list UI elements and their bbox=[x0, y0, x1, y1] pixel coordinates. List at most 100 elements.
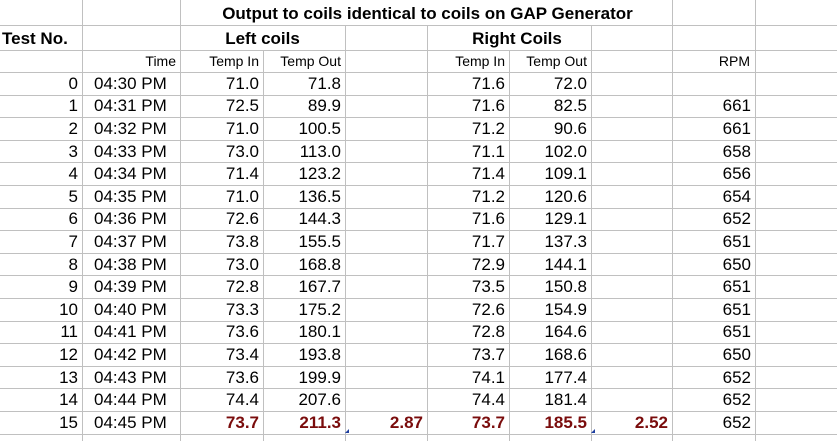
gridline-horizontal bbox=[0, 50, 837, 51]
cell-left-temp-in: 71.0 bbox=[225, 118, 259, 138]
cell-time: 04:42 PM bbox=[94, 344, 167, 364]
cell-right-diff bbox=[591, 275, 672, 298]
cell-right-diff bbox=[591, 72, 672, 95]
cell-test-no: 14 bbox=[59, 390, 78, 410]
cell-left-diff bbox=[345, 343, 427, 366]
gridline-vertical bbox=[755, 0, 756, 441]
cell-time: 04:43 PM bbox=[94, 367, 167, 387]
cell-right-temp-in: 73.7 bbox=[471, 412, 505, 432]
gridline-horizontal bbox=[0, 411, 837, 412]
sheet-title: Output to coils identical to coils on GA… bbox=[222, 3, 633, 23]
cell-right-diff bbox=[591, 208, 672, 231]
cell-left-temp-in: 73.0 bbox=[225, 254, 259, 274]
cell-right-diff bbox=[591, 140, 672, 163]
cell-left-temp-out: 207.6 bbox=[298, 390, 341, 410]
cell-right-temp-in: 72.6 bbox=[471, 299, 505, 319]
cell-left-diff bbox=[345, 275, 427, 298]
gridline-horizontal bbox=[0, 95, 837, 96]
cell-right-temp-out: 102.0 bbox=[544, 141, 587, 161]
cell-left-diff bbox=[345, 72, 427, 95]
cell-left-temp-in: 73.7 bbox=[225, 412, 259, 432]
gridline-horizontal bbox=[0, 72, 837, 73]
cell-right-temp-in: 73.5 bbox=[471, 277, 505, 297]
cell-time: 04:31 PM bbox=[94, 96, 167, 116]
cell-rpm: 651 bbox=[722, 299, 751, 319]
cell-right-diff bbox=[591, 117, 672, 140]
cell-test-no: 0 bbox=[68, 73, 78, 93]
cell-left-temp-out: 71.8 bbox=[307, 73, 341, 93]
cell-time: 04:36 PM bbox=[94, 209, 167, 229]
cell-left-temp-in: 71.4 bbox=[225, 164, 259, 184]
cell-right-diff bbox=[591, 185, 672, 208]
cell-test-no: 4 bbox=[68, 164, 78, 184]
cell-test-no: 5 bbox=[68, 186, 78, 206]
cell-right-temp-in: 74.1 bbox=[471, 367, 505, 387]
gridline-horizontal bbox=[0, 275, 837, 276]
gridline-horizontal bbox=[0, 298, 837, 299]
cell-right-temp-out: 82.5 bbox=[553, 96, 587, 116]
gridline-horizontal bbox=[0, 185, 837, 186]
cell-right-diff bbox=[591, 321, 672, 344]
gridline-vertical bbox=[672, 0, 673, 441]
cell-left-diff bbox=[345, 298, 427, 321]
cell-left-temp-out: 113.0 bbox=[299, 141, 341, 161]
comment-marker-right bbox=[591, 428, 595, 433]
header-rpm: RPM bbox=[718, 53, 750, 69]
header-left-temp-in: Temp In bbox=[209, 53, 259, 69]
cell-rpm: 658 bbox=[722, 141, 751, 161]
gridline-horizontal bbox=[0, 343, 837, 344]
header-test-no: Test No. bbox=[2, 28, 68, 48]
cell-rpm: 654 bbox=[722, 186, 751, 206]
cell-time: 04:44 PM bbox=[94, 390, 167, 410]
cell-right-diff bbox=[591, 298, 672, 321]
cell-time: 04:41 PM bbox=[94, 322, 167, 342]
cell-right-diff bbox=[591, 366, 672, 389]
cell-left-temp-out: 100.5 bbox=[298, 118, 341, 138]
gridline-vertical bbox=[263, 50, 264, 441]
cell-right-temp-in: 71.6 bbox=[471, 96, 505, 116]
cell-test-no: 8 bbox=[68, 254, 78, 274]
cell-rpm: 656 bbox=[722, 164, 751, 184]
cell-time: 04:39 PM bbox=[94, 277, 167, 297]
header-right-temp-out: Temp Out bbox=[526, 53, 587, 69]
cell-right-temp-out: 185.5 bbox=[544, 412, 587, 432]
header-right-temp-in: Temp In bbox=[455, 53, 505, 69]
cell-right-temp-out: 90.6 bbox=[553, 118, 587, 138]
cell-right-temp-out: 154.9 bbox=[544, 299, 587, 319]
cell-left-diff bbox=[345, 208, 427, 231]
cell-left-diff bbox=[345, 366, 427, 389]
header-right-coils: Right Coils bbox=[472, 28, 562, 48]
gridline-vertical bbox=[180, 0, 181, 441]
cell-right-diff bbox=[591, 343, 672, 366]
gridline-horizontal bbox=[0, 230, 837, 231]
cell-right-diff bbox=[591, 388, 672, 411]
cell-rpm: 652 bbox=[722, 412, 751, 432]
cell-left-temp-out: 180.1 bbox=[298, 322, 341, 342]
cell-left-diff bbox=[345, 117, 427, 140]
cell-left-temp-in: 72.5 bbox=[225, 96, 259, 116]
cell-time: 04:32 PM bbox=[94, 118, 167, 138]
gridline-horizontal bbox=[0, 140, 837, 141]
cell-left-diff bbox=[345, 140, 427, 163]
cell-rpm bbox=[672, 72, 755, 95]
cell-right-diff: 2.52 bbox=[634, 412, 668, 432]
cell-left-temp-in: 71.0 bbox=[225, 186, 259, 206]
cell-test-no: 3 bbox=[68, 141, 78, 161]
cell-rpm: 652 bbox=[722, 390, 751, 410]
gridline-vertical bbox=[82, 0, 83, 441]
cell-right-temp-out: 181.4 bbox=[544, 390, 587, 410]
cell-left-temp-in: 73.6 bbox=[225, 322, 259, 342]
cell-left-diff: 2.87 bbox=[389, 412, 423, 432]
cell-test-no: 7 bbox=[68, 231, 78, 251]
cell-time: 04:37 PM bbox=[94, 231, 167, 251]
cell-left-temp-in: 73.3 bbox=[225, 299, 259, 319]
cell-right-temp-out: 144.1 bbox=[544, 254, 587, 274]
cell-rpm: 661 bbox=[722, 118, 751, 138]
cell-right-temp-in: 71.6 bbox=[471, 73, 505, 93]
cell-right-temp-in: 71.2 bbox=[471, 118, 505, 138]
cell-rpm: 661 bbox=[722, 96, 751, 116]
cell-left-temp-out: 175.2 bbox=[298, 299, 341, 319]
cell-time: 04:38 PM bbox=[94, 254, 167, 274]
header-time: Time bbox=[145, 53, 176, 69]
cell-right-temp-out: 129.1 bbox=[544, 209, 587, 229]
